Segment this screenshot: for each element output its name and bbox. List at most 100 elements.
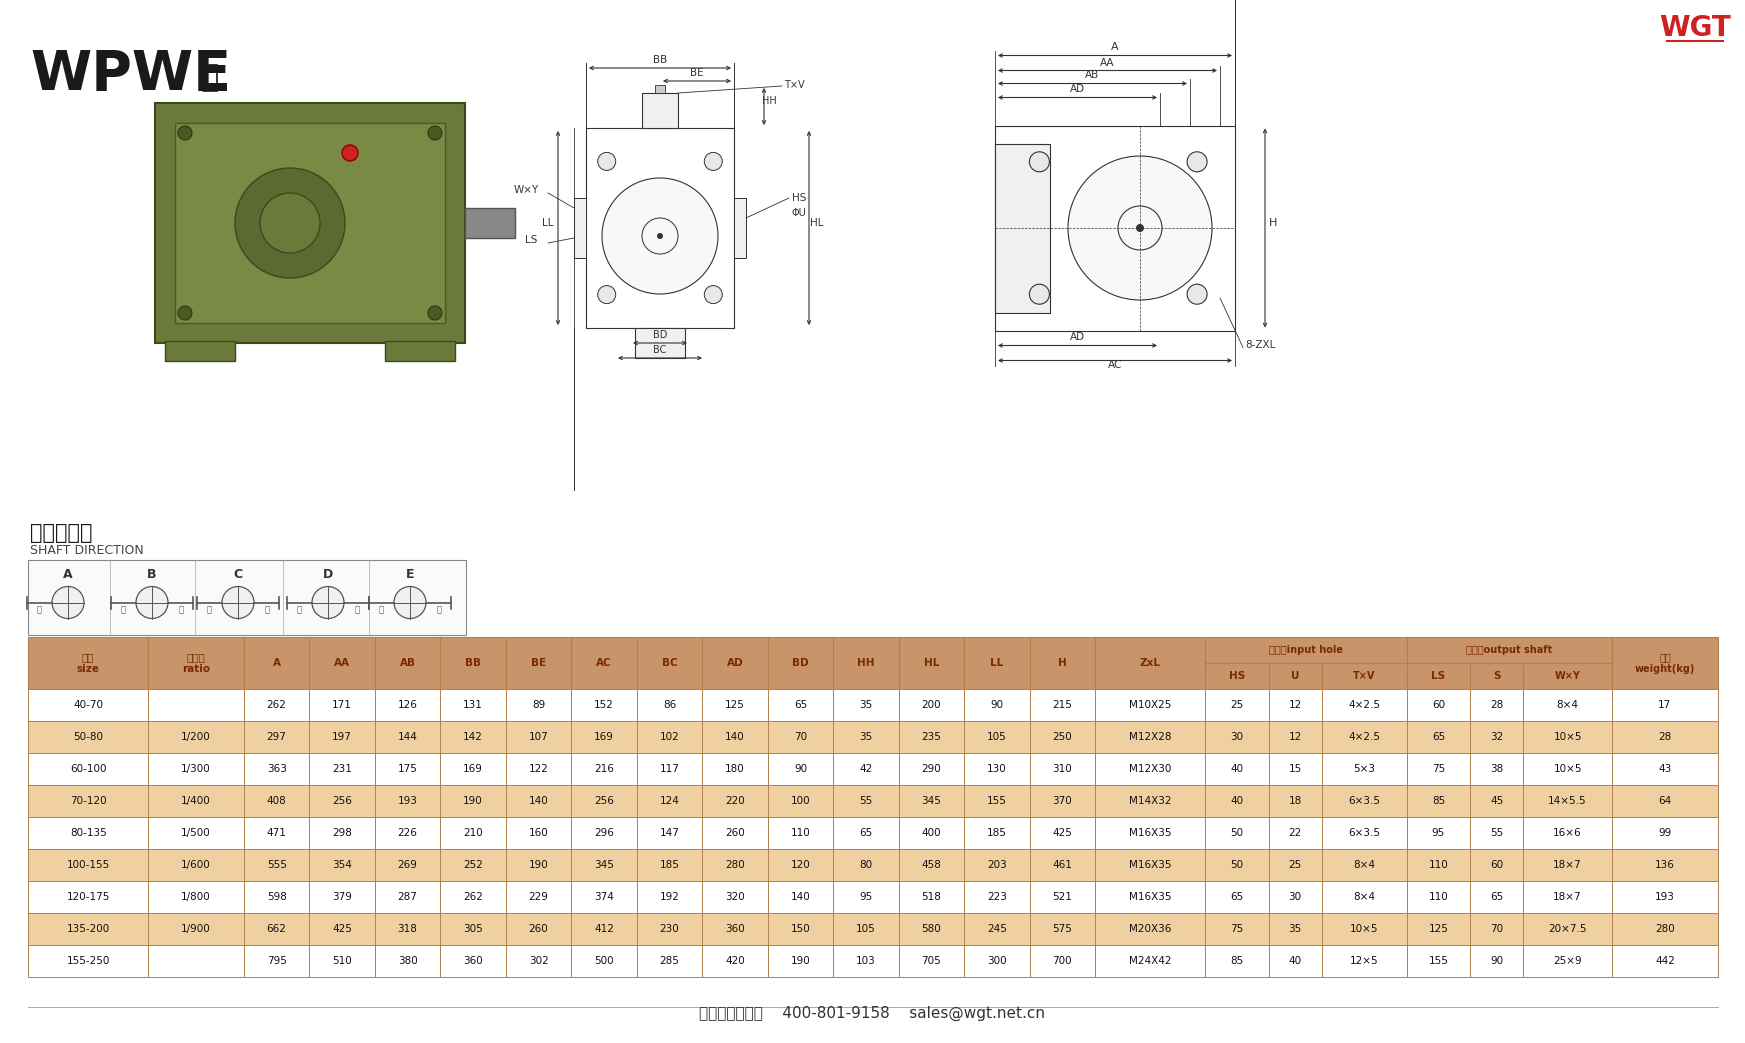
- Text: 185: 185: [660, 860, 679, 870]
- Text: 重量
weight(kg): 重量 weight(kg): [1635, 652, 1694, 674]
- Text: HS: HS: [1228, 671, 1244, 681]
- Text: 12×5: 12×5: [1351, 956, 1379, 966]
- Text: 370: 370: [1052, 796, 1071, 806]
- Bar: [832, 913, 899, 945]
- Text: 轴指向表示: 轴指向表示: [30, 523, 92, 543]
- Text: 360: 360: [462, 956, 483, 966]
- Bar: [832, 753, 899, 785]
- Bar: [1204, 881, 1269, 913]
- Text: BB: BB: [653, 55, 667, 65]
- Text: BD: BD: [653, 330, 667, 340]
- Bar: [1096, 849, 1204, 881]
- Text: 200: 200: [921, 700, 941, 710]
- Bar: [309, 721, 375, 753]
- Bar: [28, 689, 148, 721]
- Bar: [1406, 945, 1471, 977]
- Bar: [1204, 849, 1269, 881]
- Text: 125: 125: [1429, 924, 1448, 933]
- Text: 155-250: 155-250: [66, 956, 110, 966]
- Bar: [1096, 637, 1204, 689]
- Bar: [1269, 689, 1321, 721]
- Text: 110: 110: [1429, 892, 1448, 902]
- Text: AA: AA: [1101, 57, 1115, 68]
- Bar: [768, 817, 832, 849]
- Bar: [375, 689, 440, 721]
- Bar: [1204, 817, 1269, 849]
- Text: 55: 55: [859, 796, 872, 806]
- Bar: [899, 637, 965, 689]
- Text: 140: 140: [529, 796, 548, 806]
- Text: 99: 99: [1658, 828, 1672, 838]
- Bar: [701, 945, 768, 977]
- Text: A: A: [1112, 43, 1119, 52]
- Text: 262: 262: [267, 700, 286, 710]
- Text: 510: 510: [332, 956, 352, 966]
- Bar: [1030, 817, 1096, 849]
- Bar: [571, 753, 637, 785]
- Bar: [1030, 721, 1096, 753]
- Text: 379: 379: [332, 892, 352, 902]
- Bar: [1406, 637, 1612, 663]
- Text: 120: 120: [790, 860, 810, 870]
- Text: 193: 193: [398, 796, 417, 806]
- Text: AC: AC: [597, 658, 612, 668]
- Bar: [155, 103, 464, 343]
- Bar: [1269, 881, 1321, 913]
- Text: A: A: [63, 568, 73, 581]
- Text: 169: 169: [462, 765, 483, 774]
- Text: 345: 345: [921, 796, 941, 806]
- Bar: [1321, 913, 1406, 945]
- Bar: [1523, 663, 1612, 689]
- Bar: [637, 945, 701, 977]
- Text: 285: 285: [660, 956, 679, 966]
- Bar: [965, 881, 1030, 913]
- Bar: [574, 198, 586, 258]
- Bar: [1406, 881, 1471, 913]
- Text: 17: 17: [1658, 700, 1672, 710]
- Text: 1/500: 1/500: [181, 828, 211, 838]
- Text: 减速比
ratio: 减速比 ratio: [181, 652, 209, 674]
- Bar: [375, 637, 440, 689]
- Bar: [1406, 817, 1471, 849]
- Text: H: H: [1269, 218, 1277, 228]
- Text: 5×3: 5×3: [1352, 765, 1375, 774]
- Bar: [375, 817, 440, 849]
- Bar: [1321, 945, 1406, 977]
- Text: 345: 345: [593, 860, 614, 870]
- Text: 35: 35: [859, 700, 872, 710]
- Text: 90: 90: [1490, 956, 1504, 966]
- Bar: [1612, 721, 1719, 753]
- Bar: [899, 913, 965, 945]
- Circle shape: [1136, 224, 1145, 232]
- Bar: [571, 817, 637, 849]
- Text: 705: 705: [921, 956, 941, 966]
- Bar: [571, 849, 637, 881]
- Text: U: U: [1291, 671, 1300, 681]
- Bar: [506, 849, 571, 881]
- Bar: [1523, 945, 1612, 977]
- Text: WGT: WGT: [1659, 14, 1731, 42]
- Text: 235: 235: [921, 732, 941, 742]
- Circle shape: [236, 168, 346, 278]
- Text: M12X28: M12X28: [1129, 732, 1171, 742]
- Text: 210: 210: [462, 828, 483, 838]
- Text: 1/200: 1/200: [181, 732, 211, 742]
- Text: 入: 入: [37, 606, 42, 614]
- Text: 65: 65: [1490, 892, 1504, 902]
- Bar: [309, 849, 375, 881]
- Bar: [899, 753, 965, 785]
- Text: 8-ZXL: 8-ZXL: [1244, 340, 1276, 350]
- Bar: [965, 913, 1030, 945]
- Bar: [1612, 913, 1719, 945]
- Bar: [506, 913, 571, 945]
- Bar: [571, 945, 637, 977]
- Text: 298: 298: [332, 828, 352, 838]
- Bar: [965, 945, 1030, 977]
- Circle shape: [599, 286, 616, 304]
- Text: 1/600: 1/600: [181, 860, 211, 870]
- Text: 305: 305: [462, 924, 483, 933]
- Bar: [28, 637, 148, 689]
- Text: 75: 75: [1433, 765, 1445, 774]
- Text: 86: 86: [663, 700, 675, 710]
- Text: 89: 89: [532, 700, 544, 710]
